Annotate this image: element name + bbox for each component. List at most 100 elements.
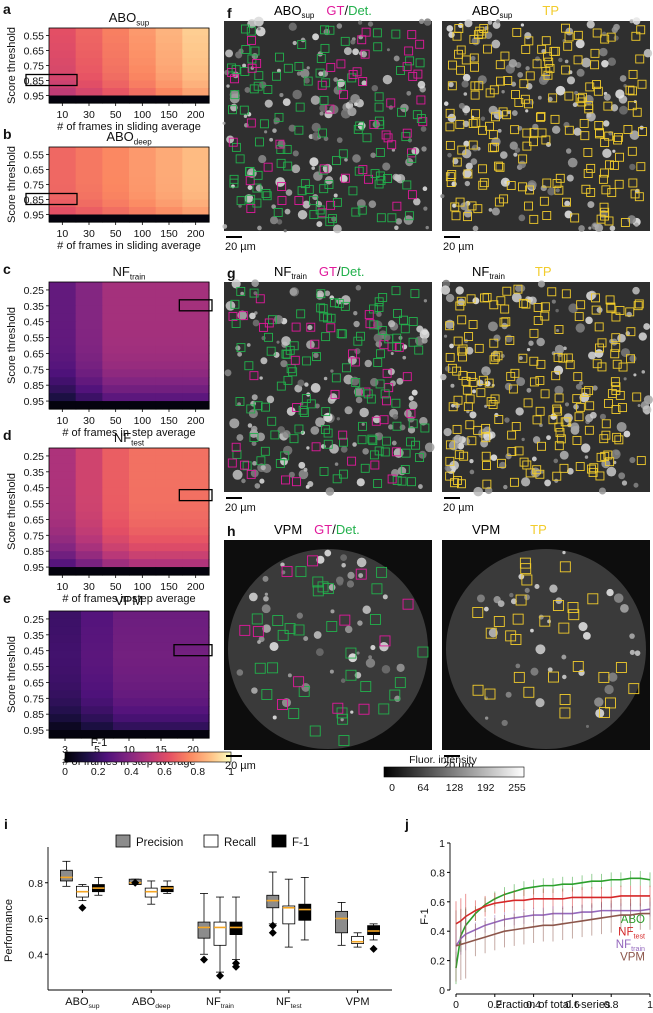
roi-box <box>636 25 646 35</box>
cell-blob <box>421 337 428 344</box>
cell-blob <box>555 188 560 193</box>
cell-blob <box>324 549 332 557</box>
cell-blob <box>353 311 358 316</box>
roi-box <box>455 301 465 311</box>
roi-box <box>625 85 635 95</box>
cell-blob <box>382 162 391 171</box>
roi-box <box>355 121 365 131</box>
cell-blob <box>588 226 592 230</box>
legend-label: VPM <box>620 952 645 964</box>
roi-box <box>306 322 316 332</box>
roi-box <box>473 204 483 214</box>
heatmap-cell <box>49 543 77 552</box>
cell-blob <box>303 77 310 84</box>
cell-blob <box>529 100 535 105</box>
roi-box <box>294 196 304 205</box>
heatmap-cell <box>75 511 103 521</box>
roi-box <box>567 602 579 613</box>
cell-blob <box>361 80 367 86</box>
cell-blob <box>225 300 236 311</box>
cell-blob <box>399 424 406 431</box>
legend-label-main: NF <box>618 927 633 939</box>
heatmap-cell <box>129 73 157 82</box>
cell-blob <box>362 448 369 455</box>
cell-blob <box>469 411 477 419</box>
cell-blob <box>488 321 498 332</box>
heatmap-cell <box>129 448 157 457</box>
heatmap-cell <box>155 50 183 59</box>
tp-tag: TP <box>542 3 559 18</box>
heatmap-cell <box>102 199 130 208</box>
roi-box <box>347 456 357 466</box>
box-f-1 <box>229 896 243 971</box>
y-tick-label: 0.75 <box>24 530 45 542</box>
heatmap-cell <box>155 337 183 347</box>
roi-box <box>326 621 338 632</box>
roi-box <box>408 71 418 81</box>
heatmap-cell <box>129 95 157 104</box>
heatmap-cell <box>75 73 103 82</box>
cell-blob <box>269 641 279 651</box>
cell-blob <box>464 19 473 28</box>
roi-box <box>416 95 426 105</box>
cell-blob <box>391 469 399 477</box>
cell-blob <box>440 373 447 381</box>
cell-blob <box>313 631 322 639</box>
cell-blob <box>578 622 588 632</box>
cell-blob <box>503 484 508 490</box>
roi-box <box>614 179 624 189</box>
roi-box <box>561 289 571 299</box>
heatmap-cell <box>177 650 210 660</box>
cell-blob <box>451 403 455 408</box>
cell-blob <box>562 550 566 555</box>
cell-blob <box>288 471 295 478</box>
roi-box <box>594 121 604 130</box>
cell-blob <box>309 157 319 167</box>
cell-blob <box>575 39 585 49</box>
roi-box <box>611 386 621 395</box>
roi-box <box>542 211 552 220</box>
heatmap-cell <box>81 730 114 739</box>
roi-box <box>315 68 325 78</box>
heatmap-cell <box>145 706 178 715</box>
heatmap-cell <box>75 543 103 552</box>
heatmap-title-c-sub: train <box>130 272 146 281</box>
roi-box <box>338 735 350 746</box>
heatmap-cell <box>75 28 103 37</box>
heatmap-cell <box>102 401 130 410</box>
heatmap-cell <box>155 313 183 323</box>
heatmap-cell <box>182 345 210 355</box>
cell-blob <box>495 19 501 24</box>
cell-blob <box>269 216 279 225</box>
cell-blob <box>282 430 291 439</box>
roi-box <box>326 323 336 333</box>
x-axis-label: # of frames in sliding average <box>57 121 201 133</box>
cell-blob <box>396 663 405 672</box>
heatmap-cell <box>155 28 183 37</box>
roi-box <box>374 303 384 312</box>
cell-blob <box>616 421 627 432</box>
cell-blob <box>370 152 376 158</box>
roi-box <box>563 353 573 363</box>
roi-box <box>230 90 240 100</box>
roi-box <box>467 201 477 211</box>
legend-swatch <box>271 834 287 848</box>
roi-box <box>338 149 348 159</box>
roi-box <box>307 555 319 567</box>
cell-blob <box>581 443 591 453</box>
roi-box <box>227 63 237 73</box>
roi-box <box>628 69 638 79</box>
roi-box <box>548 671 559 683</box>
heatmap-cell <box>155 503 183 513</box>
heatmap-cell <box>49 535 77 544</box>
y-axis-label: Score threshold <box>6 636 18 713</box>
roi-box <box>402 598 414 610</box>
heatmap-cell <box>155 162 183 171</box>
roi-box <box>509 477 519 487</box>
highlight-box <box>178 488 213 502</box>
roi-box <box>529 328 539 338</box>
legend-label-main: NF <box>616 939 631 951</box>
heatmap-cell <box>113 650 146 660</box>
cell-blob <box>394 225 399 230</box>
